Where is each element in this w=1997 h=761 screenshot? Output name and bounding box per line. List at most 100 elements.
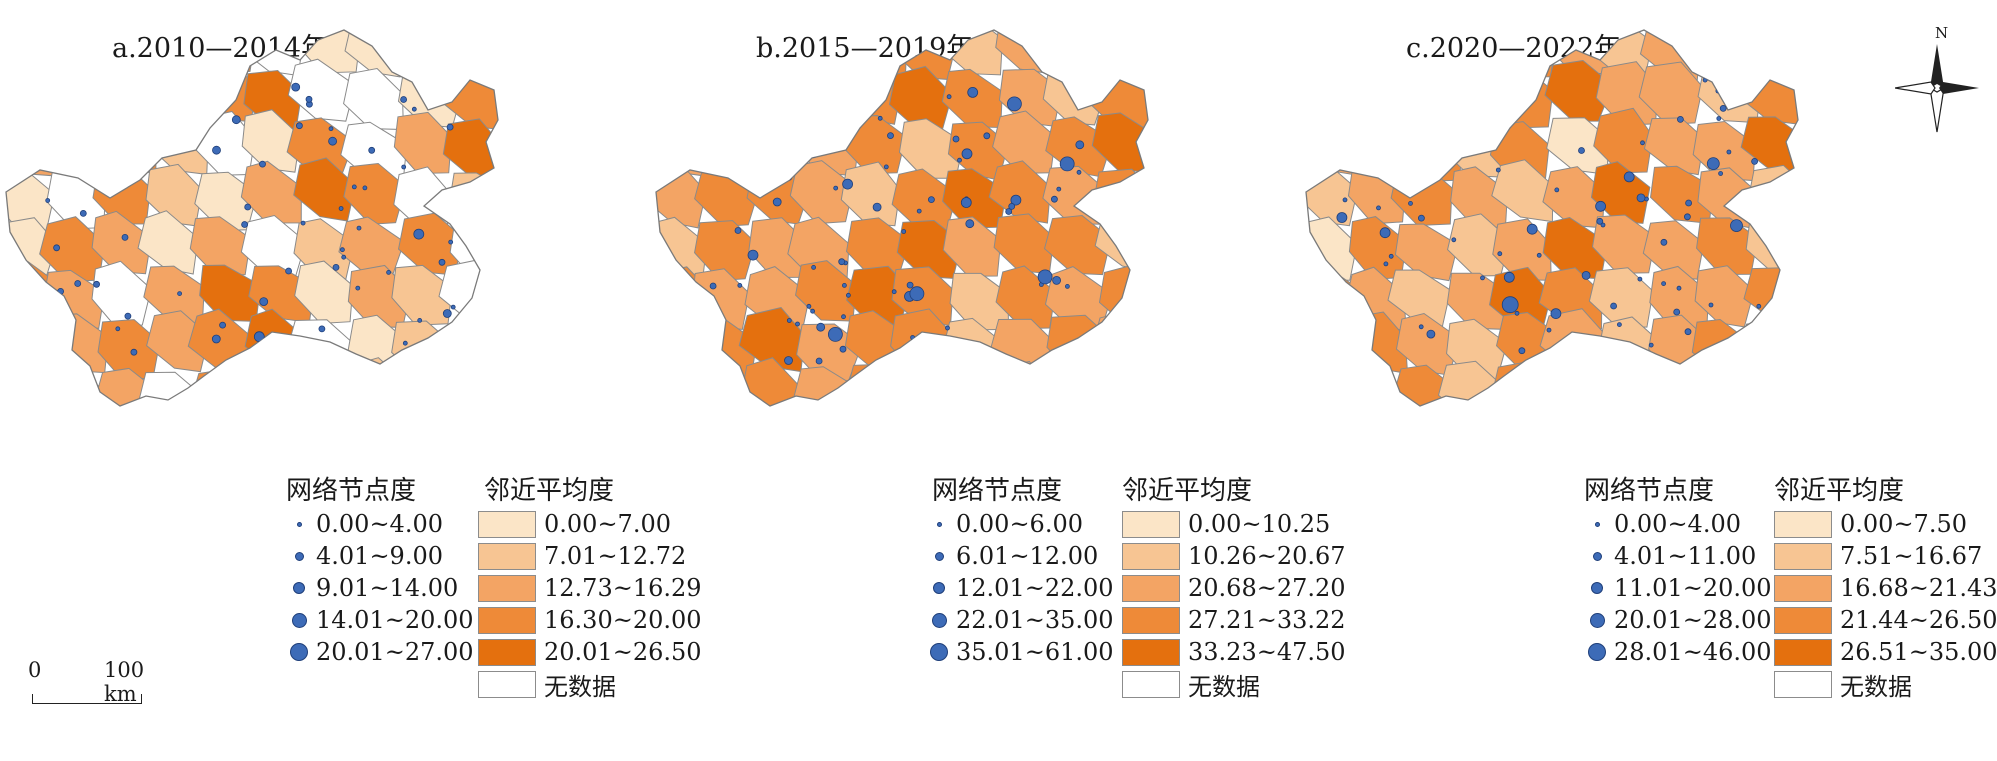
legend-fill-item: 16.68~21.43 <box>1774 572 1997 604</box>
node-symbol <box>819 81 827 89</box>
node-symbol <box>79 209 87 217</box>
node-symbol <box>305 95 313 103</box>
node-symbol <box>168 86 176 94</box>
node-symbol <box>1006 96 1022 112</box>
node-symbol <box>1408 200 1413 206</box>
node-symbol <box>841 282 847 288</box>
node-symbol <box>1369 155 1375 161</box>
legend-fill-item: 无数据 <box>478 668 616 701</box>
county-polygon <box>448 172 498 231</box>
node-symbol <box>438 258 446 266</box>
node-symbol <box>318 325 326 333</box>
node-symbol <box>1418 214 1425 222</box>
node-symbol <box>1716 116 1722 121</box>
fill-swatch <box>478 606 536 634</box>
node-symbol <box>1676 285 1682 291</box>
node-symbol-icon <box>922 508 956 540</box>
legend-fill-label: 7.51~16.67 <box>1840 542 1983 570</box>
fill-swatch <box>1122 574 1180 602</box>
node-symbol <box>944 345 950 351</box>
legend-fill-label: 10.26~20.67 <box>1188 542 1346 570</box>
node-symbol <box>59 316 64 322</box>
node-symbol <box>946 94 952 100</box>
legend-node-label: 20.01~27.00 <box>316 638 474 666</box>
node-symbol <box>355 285 361 291</box>
county-polygon <box>1586 368 1654 406</box>
node-symbol <box>1554 187 1560 193</box>
legend-fill-item: 12.73~16.29 <box>478 572 702 604</box>
legend-node-item: 20.01~27.00 <box>282 636 474 668</box>
node-symbol <box>139 108 145 114</box>
legend-node-item: 0.00~4.00 <box>282 508 443 540</box>
county-polygon <box>241 109 301 173</box>
node-symbol <box>110 185 118 193</box>
node-symbol <box>295 122 303 130</box>
node-symbol <box>842 178 854 190</box>
node-symbol <box>402 340 408 346</box>
node-symbol <box>734 227 742 234</box>
county-polygon <box>1743 267 1798 326</box>
county-polygon <box>1644 364 1708 406</box>
node-symbol <box>952 135 960 143</box>
node-symbol <box>1351 334 1359 342</box>
node-symbol <box>1495 167 1501 173</box>
county-polygon <box>91 260 152 328</box>
legend-fill-title: 邻近平均度 <box>484 476 615 506</box>
county-polygon <box>945 367 1012 406</box>
county-polygon <box>942 216 1002 277</box>
node-symbol <box>97 158 105 166</box>
county-polygon <box>44 115 110 179</box>
county-polygon <box>1593 107 1654 174</box>
legend-node-label: 35.01~61.00 <box>956 638 1114 666</box>
county-polygon <box>348 357 410 406</box>
province-outline <box>655 29 1149 407</box>
legend-node-label: 14.01~20.00 <box>316 606 474 634</box>
node-symbol <box>1595 200 1607 212</box>
node-symbol <box>1730 78 1740 88</box>
county-polygon <box>1545 368 1610 406</box>
county-polygon <box>1046 314 1111 375</box>
county-polygon <box>656 321 708 379</box>
node-symbol <box>1052 275 1062 285</box>
node-symbol <box>211 334 221 344</box>
fill-swatch <box>1774 670 1832 698</box>
county-polygon <box>390 360 455 406</box>
legend-fill-item: 7.51~16.67 <box>1774 540 1982 572</box>
node-symbol-icon <box>1580 508 1614 540</box>
legend-fill-title: 邻近平均度 <box>1774 476 1905 506</box>
node-symbol <box>291 82 301 92</box>
node-symbol <box>413 228 425 240</box>
node-symbol <box>1730 219 1743 233</box>
node-symbol <box>830 145 836 151</box>
county-polygon <box>1043 215 1112 276</box>
county-polygon <box>1588 267 1654 328</box>
node-symbol <box>356 225 362 231</box>
node-symbol <box>328 126 334 132</box>
county-polygon <box>6 30 64 81</box>
node-symbol <box>1376 205 1381 211</box>
county-polygon <box>695 115 763 176</box>
node-symbol <box>738 134 744 139</box>
county-polygon <box>191 30 257 74</box>
county-polygon <box>656 362 707 406</box>
legend-fill-label: 20.68~27.20 <box>1188 574 1346 602</box>
legend-node-label: 28.01~46.00 <box>1614 638 1772 666</box>
county-polygon <box>449 319 498 380</box>
legend-node-item: 14.01~20.00 <box>282 604 474 636</box>
county-polygon <box>6 59 62 124</box>
node-symbol <box>1451 237 1457 243</box>
legend-node-label: 0.00~4.00 <box>1614 510 1741 538</box>
node-symbol <box>691 308 703 320</box>
node-symbol <box>1719 105 1727 112</box>
node-symbol <box>446 123 454 131</box>
fill-swatch <box>1774 542 1832 570</box>
node-symbol <box>1661 281 1667 287</box>
scale-bar-line <box>32 694 142 704</box>
scale-bar: 0 100 km <box>28 658 168 718</box>
legend-fill-item: 20.68~27.20 <box>1122 572 1346 604</box>
node-symbol <box>1518 347 1526 355</box>
county-polygon <box>394 30 462 79</box>
node-symbol <box>1336 212 1348 223</box>
node-symbol <box>722 158 741 178</box>
county-polygon <box>743 30 807 75</box>
